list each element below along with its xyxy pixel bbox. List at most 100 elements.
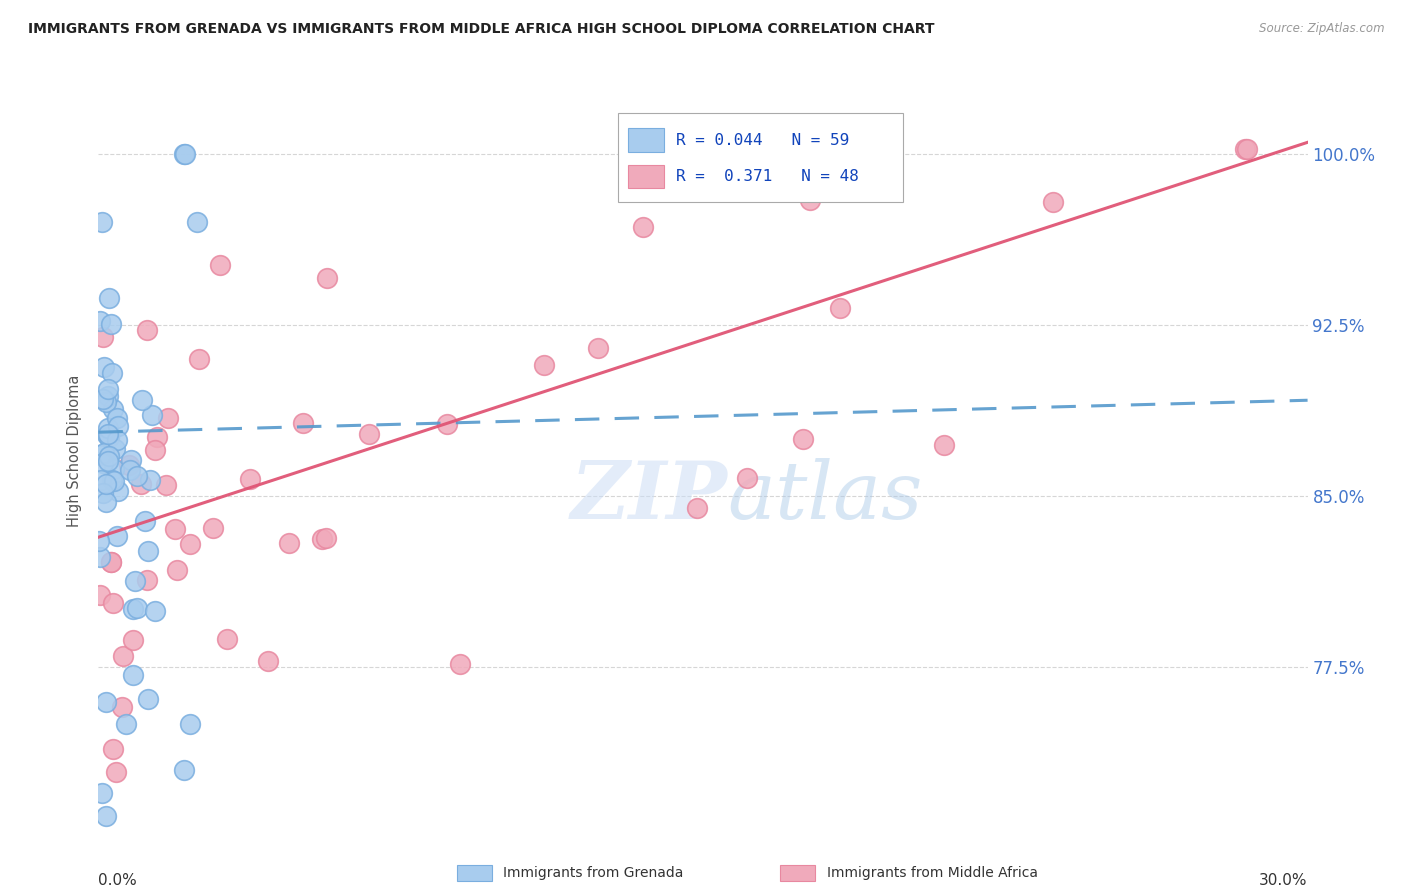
Point (186, 215, 208, 229)
Point (533, 358, 555, 372)
Point (125, 600, 148, 615)
Point (828, 301, 851, 316)
Point (97, 382, 120, 396)
Point (685, 500, 707, 515)
Text: R =  0.371   N = 48: R = 0.371 N = 48 (676, 169, 859, 184)
Point (100, 317, 122, 331)
Point (89, 314, 111, 328)
Point (146, 429, 169, 443)
Point (89, 549, 111, 564)
Text: 0.0%: 0.0% (98, 872, 138, 888)
Point (100, 556, 122, 570)
Point (97, 426, 120, 441)
Point (1236, 142, 1258, 156)
Point (136, 543, 159, 558)
Point (98, 429, 121, 443)
Point (107, 419, 129, 434)
Point (124, 574, 146, 588)
Point (145, 443, 167, 458)
Point (173, 763, 195, 777)
Point (111, 699, 134, 714)
Point (315, 531, 337, 545)
Point (449, 657, 471, 672)
Point (588, 342, 610, 356)
Text: ZIP: ZIP (571, 458, 727, 536)
Point (932, 438, 955, 452)
Point (122, 632, 145, 647)
Point (201, 521, 224, 535)
Point (157, 411, 180, 425)
Point (138, 473, 160, 487)
Point (138, 692, 160, 706)
Bar (628, 165, 664, 188)
Point (735, 470, 758, 484)
Text: Immigrants from Grenada: Immigrants from Grenada (503, 866, 683, 880)
Text: 30.0%: 30.0% (1260, 872, 1308, 888)
Point (101, 742, 124, 756)
Point (94, 477, 117, 491)
Point (135, 323, 157, 337)
Point (120, 452, 142, 467)
Point (143, 604, 166, 618)
Point (101, 473, 124, 487)
Point (93, 360, 115, 375)
Point (316, 271, 339, 285)
Point (869, 181, 891, 195)
Point (96, 808, 118, 822)
Point (91, 786, 114, 800)
Point (179, 536, 201, 550)
Text: R = 0.044   N = 59: R = 0.044 N = 59 (676, 133, 849, 147)
Point (104, 442, 127, 456)
Point (436, 417, 458, 432)
Text: IMMIGRANTS FROM GRENADA VS IMMIGRANTS FROM MIDDLE AFRICA HIGH SCHOOL DIPLOMA COR: IMMIGRANTS FROM GRENADA VS IMMIGRANTS FR… (28, 22, 935, 37)
Point (91, 392, 114, 406)
Point (256, 653, 278, 667)
Point (97, 454, 120, 468)
Point (93, 446, 115, 460)
Point (94, 395, 117, 409)
Point (122, 601, 145, 615)
Point (357, 427, 380, 442)
Point (799, 194, 821, 208)
Point (166, 563, 188, 577)
Point (1042, 195, 1064, 210)
Point (278, 536, 301, 550)
Point (89, 448, 111, 462)
Text: Source: ZipAtlas.com: Source: ZipAtlas.com (1260, 22, 1385, 36)
Point (311, 532, 333, 546)
Point (91, 330, 114, 344)
Point (91, 215, 114, 229)
Point (239, 472, 262, 486)
Point (97, 430, 120, 444)
Point (107, 483, 129, 498)
Point (103, 461, 125, 475)
Point (179, 717, 201, 731)
Point (103, 474, 125, 488)
Point (631, 219, 654, 234)
Point (96, 427, 118, 442)
Point (97, 389, 120, 403)
Point (209, 258, 232, 272)
Point (125, 469, 148, 483)
Point (1234, 142, 1257, 156)
Point (121, 668, 143, 682)
Point (188, 352, 211, 367)
Point (173, 146, 195, 161)
Point (117, 458, 139, 472)
Point (100, 556, 122, 570)
Point (105, 433, 128, 447)
Point (792, 432, 814, 446)
Point (103, 596, 125, 610)
Text: atlas: atlas (727, 458, 922, 536)
FancyBboxPatch shape (619, 113, 903, 202)
Point (91, 486, 114, 500)
Point (118, 463, 141, 477)
Point (134, 514, 156, 528)
Point (98, 291, 121, 305)
Point (98, 449, 121, 463)
Text: Immigrants from Middle Africa: Immigrants from Middle Africa (827, 866, 1038, 880)
Point (135, 573, 157, 587)
Point (101, 367, 124, 381)
Point (155, 477, 177, 491)
Point (94, 494, 117, 508)
